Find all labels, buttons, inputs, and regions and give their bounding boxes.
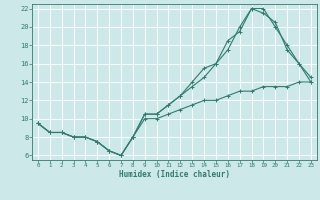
X-axis label: Humidex (Indice chaleur): Humidex (Indice chaleur): [119, 170, 230, 179]
